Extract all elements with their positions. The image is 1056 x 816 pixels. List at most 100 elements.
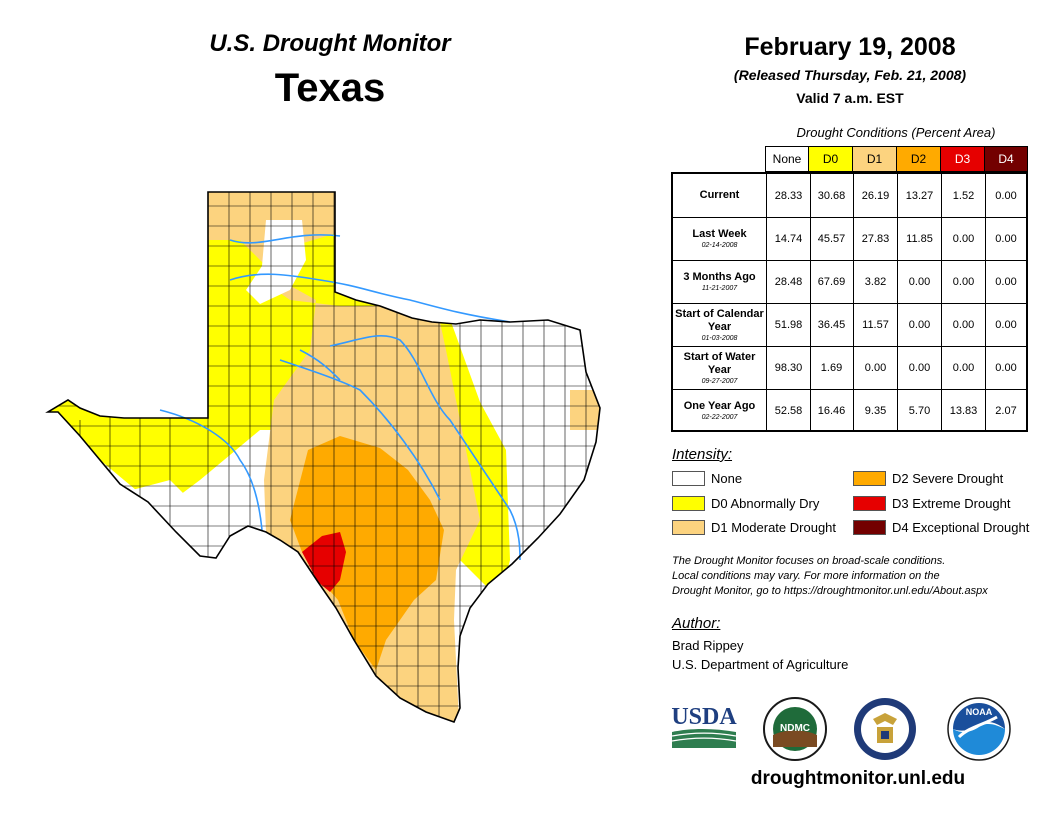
- legend-label-d0: D0 Abnormally Dry: [711, 496, 820, 511]
- legend-swatch-none: [672, 471, 705, 486]
- department-of-commerce-seal: [854, 698, 916, 760]
- legend-label-d1: D1 Moderate Drought: [711, 520, 837, 535]
- column-header-d0: D0: [808, 146, 853, 172]
- ndmc-logo-text: NDMC: [780, 723, 810, 734]
- author-heading: Author:: [672, 615, 721, 632]
- drought-conditions-table: None D0 D1 D2 D3 D4 Current 28.33 30.68 …: [671, 146, 1028, 433]
- row-label-text: Last Week: [692, 228, 747, 241]
- table-cell: 1.69: [810, 347, 854, 390]
- table-cell: 2.07: [995, 405, 1017, 418]
- table-cell: 16.46: [810, 390, 854, 433]
- noaa-logo: NOAA: [947, 697, 1011, 761]
- table-cell: 11.85: [898, 218, 942, 261]
- table-cell: 0.00: [942, 218, 986, 261]
- table-cell: 13.27: [898, 174, 942, 218]
- row-label-date: 09-27-2007: [701, 377, 738, 385]
- table-row-one-year-ago: One Year Ago 02-22-2007 52.58 16.46 9.35 …: [673, 389, 1026, 433]
- table-cell: 0.00: [942, 347, 986, 390]
- legend-label-d4: D4 Exceptional Drought: [892, 520, 1030, 535]
- legend-swatch-d3: [853, 496, 886, 511]
- table-cell: 27.83: [854, 218, 898, 261]
- table-row-current: Current 28.33 30.68 26.19 13.27 1.52 0.0…: [673, 174, 1026, 218]
- table-cell: 0.00: [898, 304, 942, 347]
- row-label: One Year Ago 02-22-2007: [673, 390, 767, 433]
- row-label: 3 Months Ago 11-21-2007: [673, 261, 767, 304]
- rivers: [159, 234, 521, 561]
- table-row-start-of-water-year: Start of Water Year 09-27-2007 98.30 1.69…: [673, 346, 1026, 390]
- table-cell: 0.00: [995, 319, 1017, 332]
- column-header-d1: D1: [852, 146, 897, 172]
- table-cell: 9.35: [854, 390, 898, 433]
- row-label-text: 3 Months Ago: [683, 271, 756, 284]
- table-cell: 0.00: [995, 276, 1017, 289]
- table-cell: 51.98: [767, 304, 811, 347]
- disclaimer-line: Local conditions may vary. For more info…: [672, 570, 940, 582]
- usda-logo-text: USDA: [671, 704, 737, 730]
- usda-logo: USDA: [671, 704, 737, 748]
- row-label: Last Week 02-14-2008: [673, 218, 767, 261]
- table-cell: 45.57: [810, 218, 854, 261]
- row-label-text: Start of Calendar Year: [675, 307, 764, 333]
- map-subtitle: U.S. Drought Monitor: [209, 30, 451, 57]
- table-cell: 98.30: [767, 347, 811, 390]
- panhandle-white-area: [246, 220, 306, 304]
- disclaimer-line: The Drought Monitor focuses on broad-sca…: [672, 555, 946, 567]
- table-cell: 3.82: [854, 261, 898, 304]
- table-cell: 0.00: [995, 362, 1017, 375]
- column-header-d4: D4: [984, 146, 1028, 172]
- legend-swatch-d4: [853, 520, 886, 535]
- table-cell: 1.52: [942, 174, 986, 218]
- table-cell: 0.00: [942, 304, 986, 347]
- row-label-date: 01-03-2008: [701, 334, 738, 342]
- table-cell: 0.00: [995, 233, 1017, 246]
- table-cell: 5.70: [898, 390, 942, 433]
- table-cell: 28.33: [767, 174, 811, 218]
- legend-label-d3: D3 Extreme Drought: [892, 496, 1011, 511]
- table-cell: 28.48: [767, 261, 811, 304]
- disclaimer-text: The Drought Monitor focuses on broad-sca…: [672, 554, 1052, 599]
- table-cell: 0.00: [942, 261, 986, 304]
- legend-swatch-d2: [853, 471, 886, 486]
- column-header-d2: D2: [896, 146, 941, 172]
- column-header-none: None: [765, 146, 809, 172]
- table-cell: 11.57: [854, 304, 898, 347]
- table-row-start-of-calendar-year: Start of Calendar Year 01-03-2008 51.98 3…: [673, 303, 1026, 347]
- website-link[interactable]: droughtmonitor.unl.edu: [750, 768, 966, 789]
- far-west-white-area: [132, 480, 200, 555]
- column-header-d3: D3: [940, 146, 985, 172]
- author-organization: U.S. Department of Agriculture: [672, 657, 849, 672]
- disclaimer-line: Drought Monitor, go to https://droughtmo…: [672, 585, 988, 597]
- drought-d1-east-patch: [570, 390, 600, 430]
- ndmc-logo: NDMC: [763, 697, 827, 761]
- noaa-logo-text: NOAA: [966, 707, 993, 717]
- texas-drought-map: [45, 191, 601, 724]
- table-cell: 30.68: [810, 174, 854, 218]
- table-cell: 26.19: [854, 174, 898, 218]
- drought-d2-area: [290, 436, 444, 670]
- table-cell: 13.83: [942, 390, 986, 433]
- table-cell: 36.45: [810, 304, 854, 347]
- table-cell: 0.00: [898, 347, 942, 390]
- row-label: Current: [673, 174, 767, 218]
- row-label: Start of Calendar Year 01-03-2008: [673, 304, 767, 347]
- legend-label-none: None: [711, 471, 743, 486]
- row-label-date: 02-14-2008: [701, 242, 738, 250]
- row-label-date: 02-22-2007: [701, 414, 738, 422]
- legend-title: Intensity:: [672, 446, 733, 463]
- row-label-text: One Year Ago: [683, 400, 756, 413]
- row-label: Start of Water Year 09-27-2007: [673, 347, 767, 390]
- row-label-date: 11-21-2007: [701, 285, 738, 293]
- table-cell: 0.00: [995, 189, 1017, 202]
- legend-swatch-d1: [672, 520, 705, 535]
- author-name: Brad Rippey: [672, 638, 744, 653]
- legend-swatch-d0: [672, 496, 705, 511]
- texas-outline: [45, 191, 601, 724]
- table-cell: 14.74: [767, 218, 811, 261]
- row-label-text: Current: [699, 189, 740, 202]
- table-cell: 0.00: [854, 347, 898, 390]
- table-row-last-week: Last Week 02-14-2008 14.74 45.57 27.83 11…: [673, 217, 1026, 261]
- table-cell: 0.00: [898, 261, 942, 304]
- valid-time: Valid 7 a.m. EST: [796, 90, 904, 106]
- map-date: February 19, 2008: [744, 33, 956, 61]
- table-cell: 67.69: [810, 261, 854, 304]
